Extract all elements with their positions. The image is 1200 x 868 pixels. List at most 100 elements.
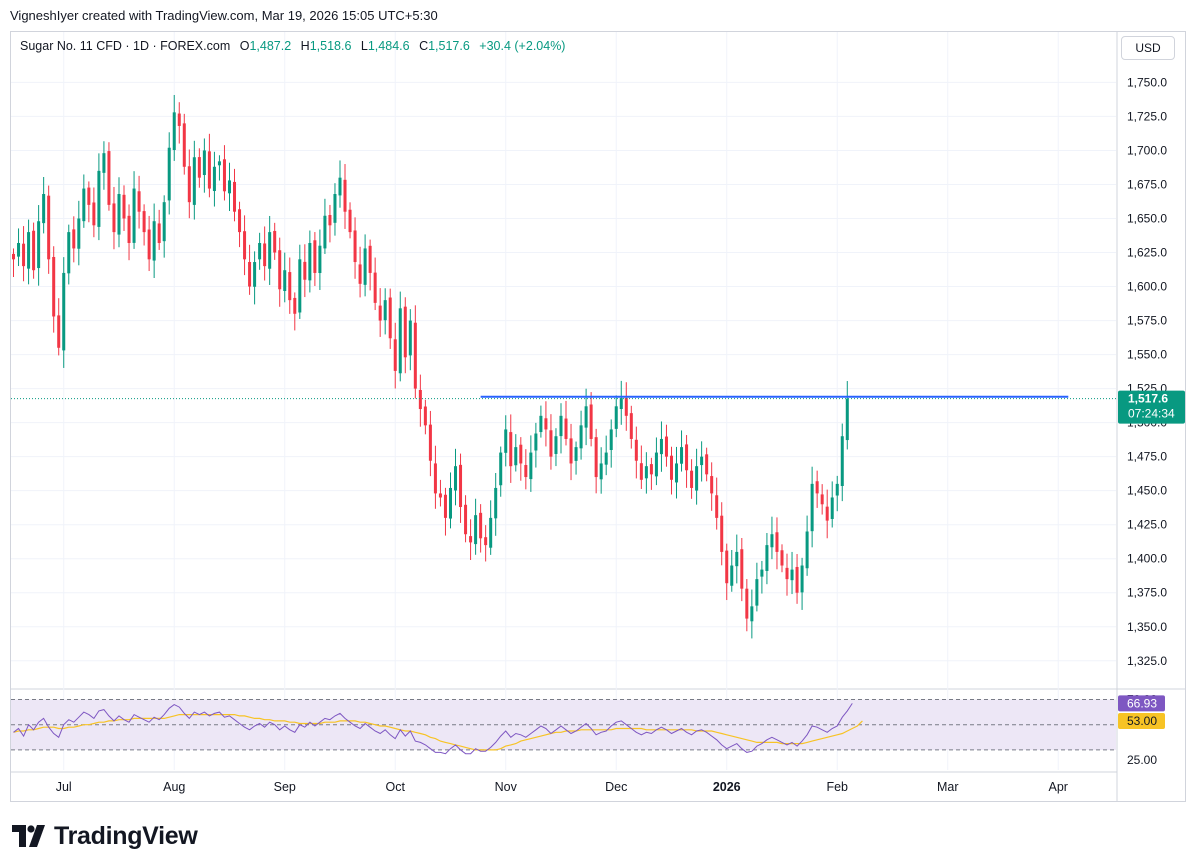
- close-label: C: [419, 39, 429, 53]
- candle-body: [770, 534, 774, 548]
- symbol-legend: Sugar No. 11 CFD · 1D · FOREX.com O1,487…: [20, 39, 565, 53]
- price-tick-label: 1,625.0: [1127, 246, 1167, 260]
- price-tick-label: 1,325.0: [1127, 654, 1167, 668]
- time-tick-label: Feb: [826, 780, 848, 794]
- candle-body: [212, 166, 216, 192]
- candle-body: [710, 476, 714, 494]
- candle-body: [720, 515, 724, 552]
- candle-body: [378, 305, 382, 321]
- candle-body: [579, 425, 583, 449]
- price-tick-label: 1,700.0: [1127, 143, 1167, 157]
- candle-body: [403, 306, 407, 358]
- chart-frame: [10, 31, 1186, 802]
- candle-body: [499, 452, 503, 486]
- candle-body: [388, 297, 392, 339]
- price-axis: 1,750.0 1,725.0 1,700.0 1,675.0 1,650.0 1,625…: [1118, 75, 1185, 767]
- low-value: 1,484.6: [367, 39, 410, 53]
- candle-body: [725, 550, 729, 584]
- candle-body: [569, 438, 573, 464]
- candle-body: [72, 229, 76, 249]
- candle-body: [574, 447, 578, 461]
- tradingview-logo-text: TradingView: [54, 821, 198, 850]
- candle-body: [609, 429, 613, 450]
- candle-body: [253, 262, 257, 287]
- candle-body: [484, 537, 488, 546]
- last-price-label: 1,517.6: [1128, 392, 1168, 406]
- candle-body: [222, 159, 226, 192]
- candle-body: [825, 506, 829, 521]
- price-tick-label: 1,450.0: [1127, 484, 1167, 498]
- candle-body: [57, 315, 61, 348]
- candle-body: [654, 452, 658, 477]
- tradingview-logo-icon: [12, 825, 45, 847]
- rsi-ma-label: 53.00: [1127, 714, 1157, 728]
- time-tick-label: Jul: [56, 780, 72, 794]
- candle-body: [438, 493, 442, 498]
- candle-body: [815, 481, 819, 494]
- candle-body: [182, 123, 186, 167]
- candle-body: [539, 415, 543, 433]
- candle-body: [619, 398, 623, 410]
- candle-body: [695, 466, 699, 491]
- candle-body: [62, 272, 66, 351]
- rsi-pane: [11, 699, 1117, 755]
- candle-body: [67, 232, 71, 274]
- rsi-ma-line: [13, 713, 863, 751]
- candle-body: [464, 504, 468, 535]
- candle-body: [680, 447, 684, 464]
- candle-body: [659, 438, 663, 455]
- candle-body: [514, 447, 518, 466]
- price-tick-label: 1,675.0: [1127, 177, 1167, 191]
- candle-body: [52, 256, 56, 317]
- time-tick-label: Mar: [937, 780, 959, 794]
- candle-body: [459, 464, 463, 508]
- change-value: +30.4 (+2.04%): [479, 39, 566, 53]
- candle-body: [107, 151, 111, 205]
- candle-body: [142, 211, 146, 233]
- candle-body: [559, 415, 563, 437]
- tradingview-logo[interactable]: TradingView: [12, 822, 198, 850]
- candle-body: [443, 494, 447, 518]
- candle-body: [765, 545, 769, 571]
- candle-body: [82, 188, 86, 222]
- candle-body: [197, 157, 201, 178]
- price-tick-label: 1,375.0: [1127, 586, 1167, 600]
- candle-body: [238, 209, 242, 233]
- price-tick-label: 1,425.0: [1127, 518, 1167, 532]
- candle-body: [313, 240, 317, 273]
- symbol-title: Sugar No. 11 CFD · 1D · FOREX.com: [20, 39, 231, 53]
- candle-body: [308, 242, 312, 281]
- candle-body: [549, 430, 553, 457]
- candle-body: [227, 180, 231, 194]
- candle-body: [152, 221, 156, 261]
- candle-body: [283, 270, 287, 292]
- candle-body: [328, 215, 332, 226]
- currency-button[interactable]: USD: [1121, 36, 1175, 60]
- candle-body: [634, 439, 638, 461]
- price-tick-label: 1,350.0: [1127, 620, 1167, 634]
- candle-body: [137, 191, 141, 212]
- candle-body: [398, 308, 402, 374]
- candle-body: [509, 432, 513, 467]
- candle-body: [730, 565, 734, 586]
- candle-body: [122, 194, 126, 219]
- candle-body: [830, 497, 834, 519]
- candle-body: [775, 532, 779, 552]
- candle-body: [243, 231, 247, 260]
- candle-body: [820, 494, 824, 505]
- last-price-badge: [1118, 390, 1185, 424]
- candle-body: [273, 230, 277, 253]
- candle-body: [333, 194, 337, 223]
- candle-body: [413, 322, 417, 389]
- candle-body: [469, 536, 473, 543]
- time-tick-label: Apr: [1049, 780, 1068, 794]
- open-label: O: [239, 39, 250, 53]
- candle-body: [755, 579, 759, 606]
- candle-body: [780, 550, 784, 566]
- candle-body: [649, 464, 653, 475]
- candle-body: [87, 187, 91, 205]
- candle-body: [92, 202, 96, 226]
- candle-body: [504, 429, 508, 453]
- candle-body: [97, 170, 101, 227]
